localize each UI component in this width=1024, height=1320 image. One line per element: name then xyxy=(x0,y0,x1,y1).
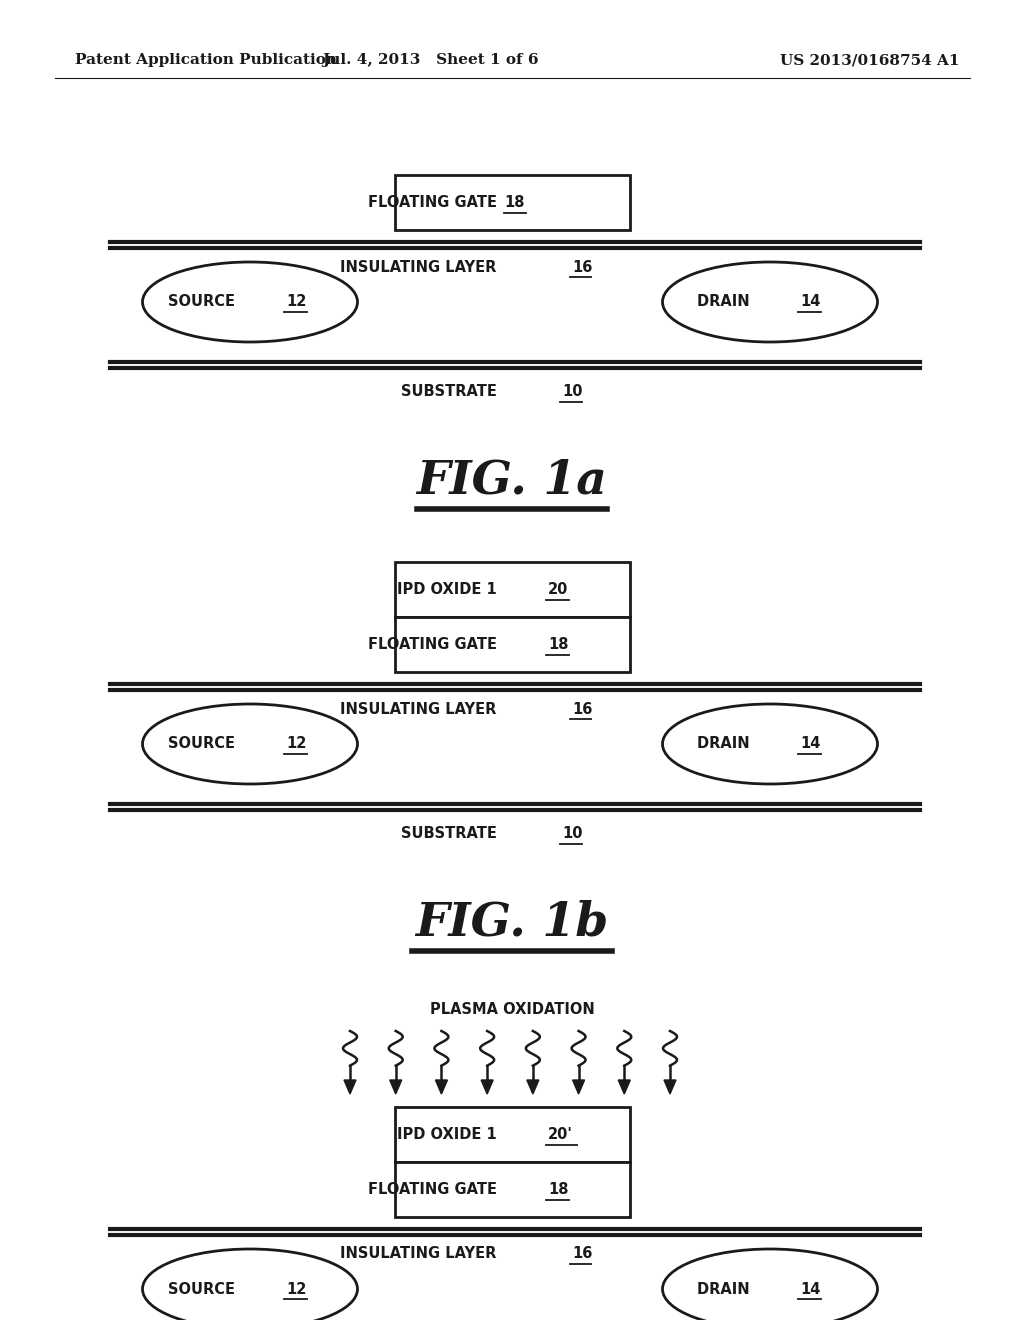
Bar xyxy=(395,616,630,672)
Text: 12: 12 xyxy=(286,294,306,309)
Text: 20: 20 xyxy=(548,582,568,597)
Text: 18: 18 xyxy=(548,1181,568,1197)
Bar xyxy=(395,562,630,616)
Text: DRAIN: DRAIN xyxy=(697,1282,755,1296)
Text: INSULATING LAYER: INSULATING LAYER xyxy=(341,260,502,275)
Text: 12: 12 xyxy=(286,1282,306,1296)
Text: FIG. 1b: FIG. 1b xyxy=(416,899,608,945)
Polygon shape xyxy=(435,1080,447,1094)
Text: SOURCE: SOURCE xyxy=(168,737,240,751)
Polygon shape xyxy=(664,1080,676,1094)
Polygon shape xyxy=(390,1080,401,1094)
Text: INSULATING LAYER: INSULATING LAYER xyxy=(341,701,502,717)
Text: FIG. 1a: FIG. 1a xyxy=(417,457,607,503)
Text: US 2013/0168754 A1: US 2013/0168754 A1 xyxy=(780,53,961,67)
Polygon shape xyxy=(481,1080,494,1094)
Text: SUBSTRATE: SUBSTRATE xyxy=(401,826,502,842)
Text: SOURCE: SOURCE xyxy=(168,294,240,309)
Bar xyxy=(395,1107,630,1162)
Bar xyxy=(395,1162,630,1217)
Ellipse shape xyxy=(663,261,878,342)
Text: INSULATING LAYER: INSULATING LAYER xyxy=(341,1246,502,1262)
Text: SUBSTRATE: SUBSTRATE xyxy=(401,384,502,400)
Text: 10: 10 xyxy=(562,826,583,842)
Text: FLOATING GATE: FLOATING GATE xyxy=(368,1181,502,1197)
Text: 16: 16 xyxy=(572,701,592,717)
Ellipse shape xyxy=(663,704,878,784)
Text: PLASMA OXIDATION: PLASMA OXIDATION xyxy=(430,1002,594,1016)
Text: FLOATING GATE: FLOATING GATE xyxy=(368,638,502,652)
Text: DRAIN: DRAIN xyxy=(697,737,755,751)
Text: 20': 20' xyxy=(548,1127,572,1142)
Text: Jul. 4, 2013   Sheet 1 of 6: Jul. 4, 2013 Sheet 1 of 6 xyxy=(322,53,539,67)
Text: 16: 16 xyxy=(572,260,592,275)
Polygon shape xyxy=(572,1080,585,1094)
Text: SOURCE: SOURCE xyxy=(168,1282,240,1296)
Ellipse shape xyxy=(142,704,357,784)
Text: FLOATING GATE: FLOATING GATE xyxy=(368,195,502,210)
Text: 12: 12 xyxy=(286,737,306,751)
Text: 18: 18 xyxy=(504,195,524,210)
Ellipse shape xyxy=(663,1249,878,1320)
Text: 10: 10 xyxy=(562,384,583,400)
Text: DRAIN: DRAIN xyxy=(697,294,755,309)
Text: 14: 14 xyxy=(800,294,820,309)
Text: 14: 14 xyxy=(800,1282,820,1296)
Ellipse shape xyxy=(142,261,357,342)
Polygon shape xyxy=(527,1080,539,1094)
Ellipse shape xyxy=(142,1249,357,1320)
Polygon shape xyxy=(344,1080,356,1094)
Text: 18: 18 xyxy=(548,638,568,652)
Text: 16: 16 xyxy=(572,1246,592,1262)
Text: IPD OXIDE 1: IPD OXIDE 1 xyxy=(397,1127,502,1142)
Text: Patent Application Publication: Patent Application Publication xyxy=(75,53,337,67)
Text: 14: 14 xyxy=(800,737,820,751)
Bar xyxy=(395,176,630,230)
Polygon shape xyxy=(618,1080,631,1094)
Text: IPD OXIDE 1: IPD OXIDE 1 xyxy=(397,582,502,597)
